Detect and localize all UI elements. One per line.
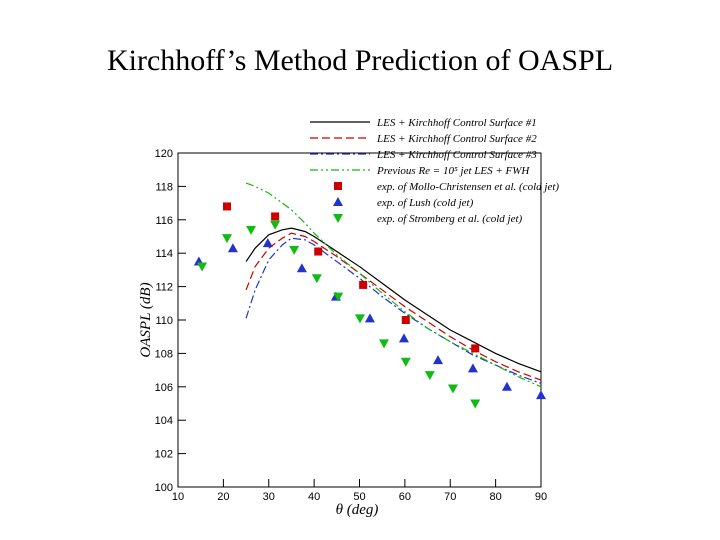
marker-triangle-down [470, 399, 481, 409]
marker-triangle-down [333, 214, 343, 223]
marker-square [334, 182, 342, 190]
marker-triangle-down [424, 371, 435, 381]
marker-triangle-down [270, 220, 281, 230]
x-tick-label: 70 [444, 491, 456, 503]
x-tick-label: 80 [490, 491, 502, 503]
marker-square [471, 344, 480, 353]
y-axis-label: OASPL (dB) [138, 282, 154, 357]
legend-label: LES + Kirchhoff Control Surface #1 [376, 117, 537, 129]
marker-triangle-up [296, 263, 307, 273]
y-tick-label: 114 [155, 248, 173, 260]
x-tick-label: 10 [172, 491, 184, 503]
legend-label: LES + Kirchhoff Control Surface #2 [376, 133, 537, 145]
x-tick-label: 20 [217, 491, 229, 503]
marker-triangle-up [398, 333, 409, 343]
marker-triangle-down [289, 245, 300, 255]
marker-triangle-up [333, 197, 343, 206]
series-line [245, 237, 542, 385]
y-tick-label: 106 [155, 382, 173, 394]
series-line [245, 182, 542, 388]
marker-square [223, 202, 232, 211]
chart-title: Kirchhoff’s Method Prediction of OASPL [107, 44, 613, 77]
x-tick-label: 50 [353, 491, 365, 503]
marker-triangle-down [379, 339, 390, 349]
series-line [245, 232, 542, 381]
legend-label: exp. of Mollo-Christensen et al. (cold j… [377, 181, 559, 193]
y-tick-label: 102 [155, 449, 173, 461]
marker-triangle-down [447, 384, 458, 394]
y-tick-label: 120 [155, 148, 173, 160]
x-axis-label: θ (deg) [336, 502, 379, 518]
marker-triangle-down [222, 234, 233, 244]
y-tick-label: 116 [155, 215, 173, 227]
marker-triangle-up [432, 355, 443, 365]
marker-triangle-down [333, 292, 344, 302]
marker-square [359, 280, 368, 289]
x-tick-label: 40 [308, 491, 320, 503]
legend-label: exp. of Stromberg et al. (cold jet) [377, 213, 523, 225]
legend-label: LES + Kirchhoff Control Surface #3 [376, 149, 537, 161]
x-tick-label: 90 [535, 491, 547, 503]
legend-label: exp. of Lush (cold jet) [377, 197, 474, 209]
legend-label: Previous Re = 10⁵ jet LES + FWH [376, 165, 530, 177]
marker-square [401, 316, 410, 324]
y-tick-label: 100 [155, 482, 173, 494]
y-tick-label: 110 [155, 315, 173, 327]
marker-triangle-down [400, 357, 411, 367]
marker-square [314, 247, 323, 256]
series-line [245, 227, 542, 373]
marker-triangle-down [197, 262, 208, 272]
marker-triangle-down [311, 274, 322, 284]
marker-square [271, 212, 280, 221]
x-tick-label: 30 [263, 491, 275, 503]
marker-triangle-down [246, 225, 257, 235]
marker-triangle-down [354, 314, 365, 324]
marker-triangle-up [262, 238, 273, 248]
marker-triangle-up [536, 390, 546, 400]
marker-triangle-up [227, 243, 238, 253]
marker-triangle-up [364, 313, 375, 323]
y-tick-label: 112 [155, 282, 173, 294]
y-tick-label: 118 [155, 181, 173, 193]
marker-triangle-up [467, 363, 478, 373]
y-tick-label: 104 [155, 415, 173, 427]
x-tick-label: 60 [399, 491, 411, 503]
marker-triangle-up [501, 381, 512, 391]
y-tick-label: 108 [155, 348, 173, 360]
